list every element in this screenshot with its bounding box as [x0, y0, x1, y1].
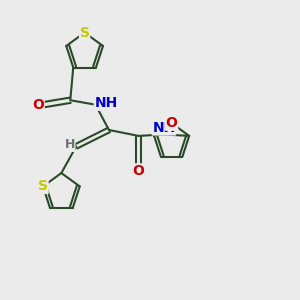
Text: H: H: [64, 138, 75, 151]
Text: S: S: [80, 26, 90, 40]
Text: O: O: [133, 164, 145, 178]
Text: O: O: [166, 116, 178, 130]
Text: S: S: [38, 179, 48, 194]
Text: NH: NH: [94, 96, 118, 110]
Text: O: O: [32, 98, 44, 112]
Text: NH: NH: [152, 121, 176, 135]
